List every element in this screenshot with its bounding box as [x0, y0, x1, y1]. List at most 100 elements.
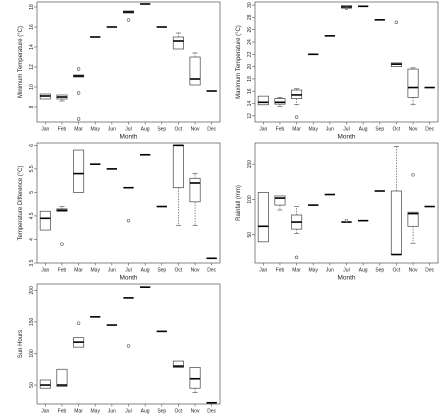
chart-panel-5: 50 100 150 200 Sun Hours Jan Feb Mar May Jun Jul Au… [18, 283, 221, 416]
outlier-point [344, 6, 349, 10]
x-tick-label: Oct [393, 268, 401, 274]
y-tick-label: 200 [29, 286, 35, 295]
x-tick-label: Dec [207, 127, 216, 133]
outlier-point [76, 117, 81, 121]
x-tick-label: Jun [326, 127, 334, 133]
chart-panel-3: 3.5 4 4.5 5 5.5 6 Temperature Difference (°C) J… [18, 142, 221, 282]
y-tick-label: 100 [29, 349, 35, 358]
iqr-box [56, 368, 68, 387]
x-tick-label: Dec [207, 268, 216, 274]
x-tick-label: Feb [58, 127, 67, 133]
y-tick-label: 3.5 [29, 259, 35, 266]
x-tick-label: Nov [191, 268, 200, 274]
x-tick-label: Jan [259, 127, 267, 133]
x-tick-label: Aug [141, 409, 150, 415]
outlier-point [126, 218, 131, 223]
chart-panel-2: 12 14 16 18 20 22 24 26 28 30 Maximum Temperature … [236, 1, 439, 141]
box-jul [341, 218, 352, 223]
x-axis-label: Month [337, 275, 355, 282]
box-mar [291, 206, 303, 260]
x-tick-label: May [91, 268, 101, 274]
x-tick-label: Jun [108, 268, 116, 274]
box-feb [274, 195, 286, 211]
iqr-box [189, 56, 201, 86]
outlier-point [76, 91, 81, 95]
x-tick-label: May [309, 268, 319, 274]
y-axis-label: Sun Hours [18, 330, 24, 358]
x-tick-label: Aug [141, 268, 150, 274]
box-oct [390, 146, 402, 256]
box-nov [407, 173, 419, 244]
chart-panel-1: 8 10 12 14 16 18 Minimum Temperature (°C) Jan Fe… [18, 1, 221, 141]
outlier-point [411, 173, 415, 177]
x-tick-label: Nov [409, 127, 418, 133]
box-feb [274, 97, 286, 107]
x-tick-label: Feb [276, 127, 285, 133]
box-nov [407, 67, 419, 106]
chart-panel-4: 50 100 150 Rainfall (mm) Jan Feb Mar May Jun Jul A… [236, 142, 439, 282]
y-tick-label: 16 [247, 88, 253, 94]
x-tick-label: Mar [74, 409, 83, 415]
x-tick-label: Jul [343, 127, 349, 133]
box-jul [123, 186, 134, 223]
y-tick-label: 22 [247, 51, 253, 57]
x-tick-label: Jul [125, 409, 131, 415]
outlier-point [126, 344, 131, 348]
x-tick-label: Aug [359, 268, 368, 274]
box-jan [39, 210, 51, 231]
x-tick-label: Mar [292, 268, 301, 274]
x-tick-label: Dec [425, 268, 434, 274]
iqr-box [189, 177, 201, 203]
y-tick-label: 4.5 [29, 212, 35, 219]
outlier-point [126, 18, 131, 22]
box-jul [340, 5, 353, 10]
box-jul [123, 297, 134, 348]
y-tick-label: 26 [247, 27, 253, 33]
y-tick-label: 12 [29, 64, 35, 70]
x-tick-label: Oct [175, 268, 183, 274]
outlier-point [76, 67, 81, 71]
outlier-point [76, 321, 81, 325]
box-jan [39, 93, 51, 100]
x-tick-label: Sep [375, 268, 384, 274]
box-nov [189, 52, 201, 86]
x-tick-label: Jun [108, 409, 116, 415]
y-tick-label: 8 [29, 105, 35, 108]
y-tick-label: 4 [29, 238, 35, 241]
iqr-box [407, 211, 419, 227]
plot-frame [36, 142, 221, 264]
iqr-box [257, 192, 269, 243]
y-tick-label: 24 [247, 39, 253, 45]
y-tick-label: 16 [29, 24, 35, 30]
x-tick-label: May [91, 127, 101, 133]
x-tick-label: May [91, 409, 101, 415]
box-jan [39, 379, 51, 389]
x-tick-label: Aug [359, 127, 368, 133]
iqr-box [39, 210, 51, 231]
x-axis-label: Month [119, 275, 137, 282]
x-tick-label: Feb [58, 268, 67, 274]
y-tick-label: 10 [29, 84, 35, 90]
outlier-point [294, 255, 299, 260]
x-tick-label: Sep [157, 409, 166, 415]
x-tick-label: Jul [343, 268, 349, 274]
x-tick-label: Jan [41, 127, 49, 133]
box-nov [189, 173, 201, 226]
box-feb [56, 206, 68, 246]
iqr-box [39, 379, 51, 389]
y-axis-label: Maximum Temperature (°C) [236, 25, 242, 99]
y-tick-label: 6 [29, 144, 35, 147]
iqr-box [172, 360, 184, 368]
iqr-box [172, 36, 184, 50]
box-oct [390, 20, 402, 67]
x-tick-label: Jan [41, 409, 49, 415]
x-tick-label: Sep [157, 127, 166, 133]
box-mar [73, 149, 85, 193]
y-tick-label: 14 [247, 101, 253, 107]
y-axis-label: Minimum Temperature (°C) [18, 26, 24, 98]
x-tick-label: Feb [276, 268, 285, 274]
y-tick-label: 18 [247, 76, 253, 82]
y-tick-label: 18 [29, 4, 35, 10]
x-tick-label: Jul [125, 268, 131, 274]
box-oct [172, 144, 184, 226]
